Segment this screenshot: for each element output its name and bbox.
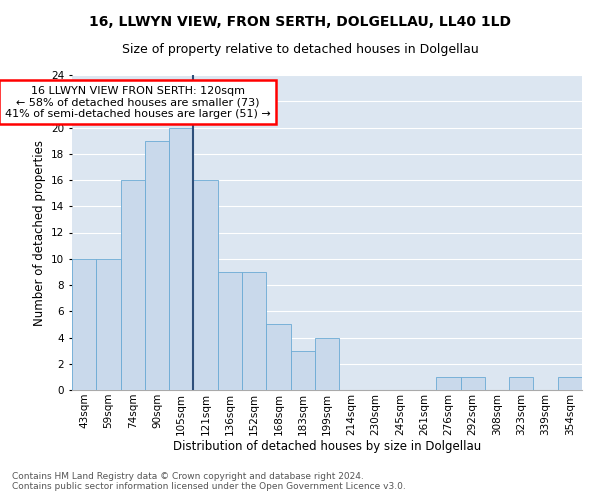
- Text: 16, LLWYN VIEW, FRON SERTH, DOLGELLAU, LL40 1LD: 16, LLWYN VIEW, FRON SERTH, DOLGELLAU, L…: [89, 15, 511, 29]
- Bar: [145, 140, 169, 390]
- Text: Size of property relative to detached houses in Dolgellau: Size of property relative to detached ho…: [122, 42, 478, 56]
- X-axis label: Distribution of detached houses by size in Dolgellau: Distribution of detached houses by size …: [173, 440, 481, 454]
- Text: Contains HM Land Registry data © Crown copyright and database right 2024.: Contains HM Land Registry data © Crown c…: [12, 472, 364, 481]
- Bar: [96, 259, 121, 390]
- Bar: [461, 377, 485, 390]
- Bar: [121, 180, 145, 390]
- Bar: [169, 128, 193, 390]
- Bar: [558, 377, 582, 390]
- Bar: [315, 338, 339, 390]
- Bar: [72, 259, 96, 390]
- Bar: [218, 272, 242, 390]
- Bar: [509, 377, 533, 390]
- Bar: [242, 272, 266, 390]
- Bar: [193, 180, 218, 390]
- Bar: [290, 350, 315, 390]
- Bar: [436, 377, 461, 390]
- Text: Contains public sector information licensed under the Open Government Licence v3: Contains public sector information licen…: [12, 482, 406, 491]
- Bar: [266, 324, 290, 390]
- Y-axis label: Number of detached properties: Number of detached properties: [32, 140, 46, 326]
- Text: 16 LLWYN VIEW FRON SERTH: 120sqm
← 58% of detached houses are smaller (73)
41% o: 16 LLWYN VIEW FRON SERTH: 120sqm ← 58% o…: [5, 86, 271, 118]
